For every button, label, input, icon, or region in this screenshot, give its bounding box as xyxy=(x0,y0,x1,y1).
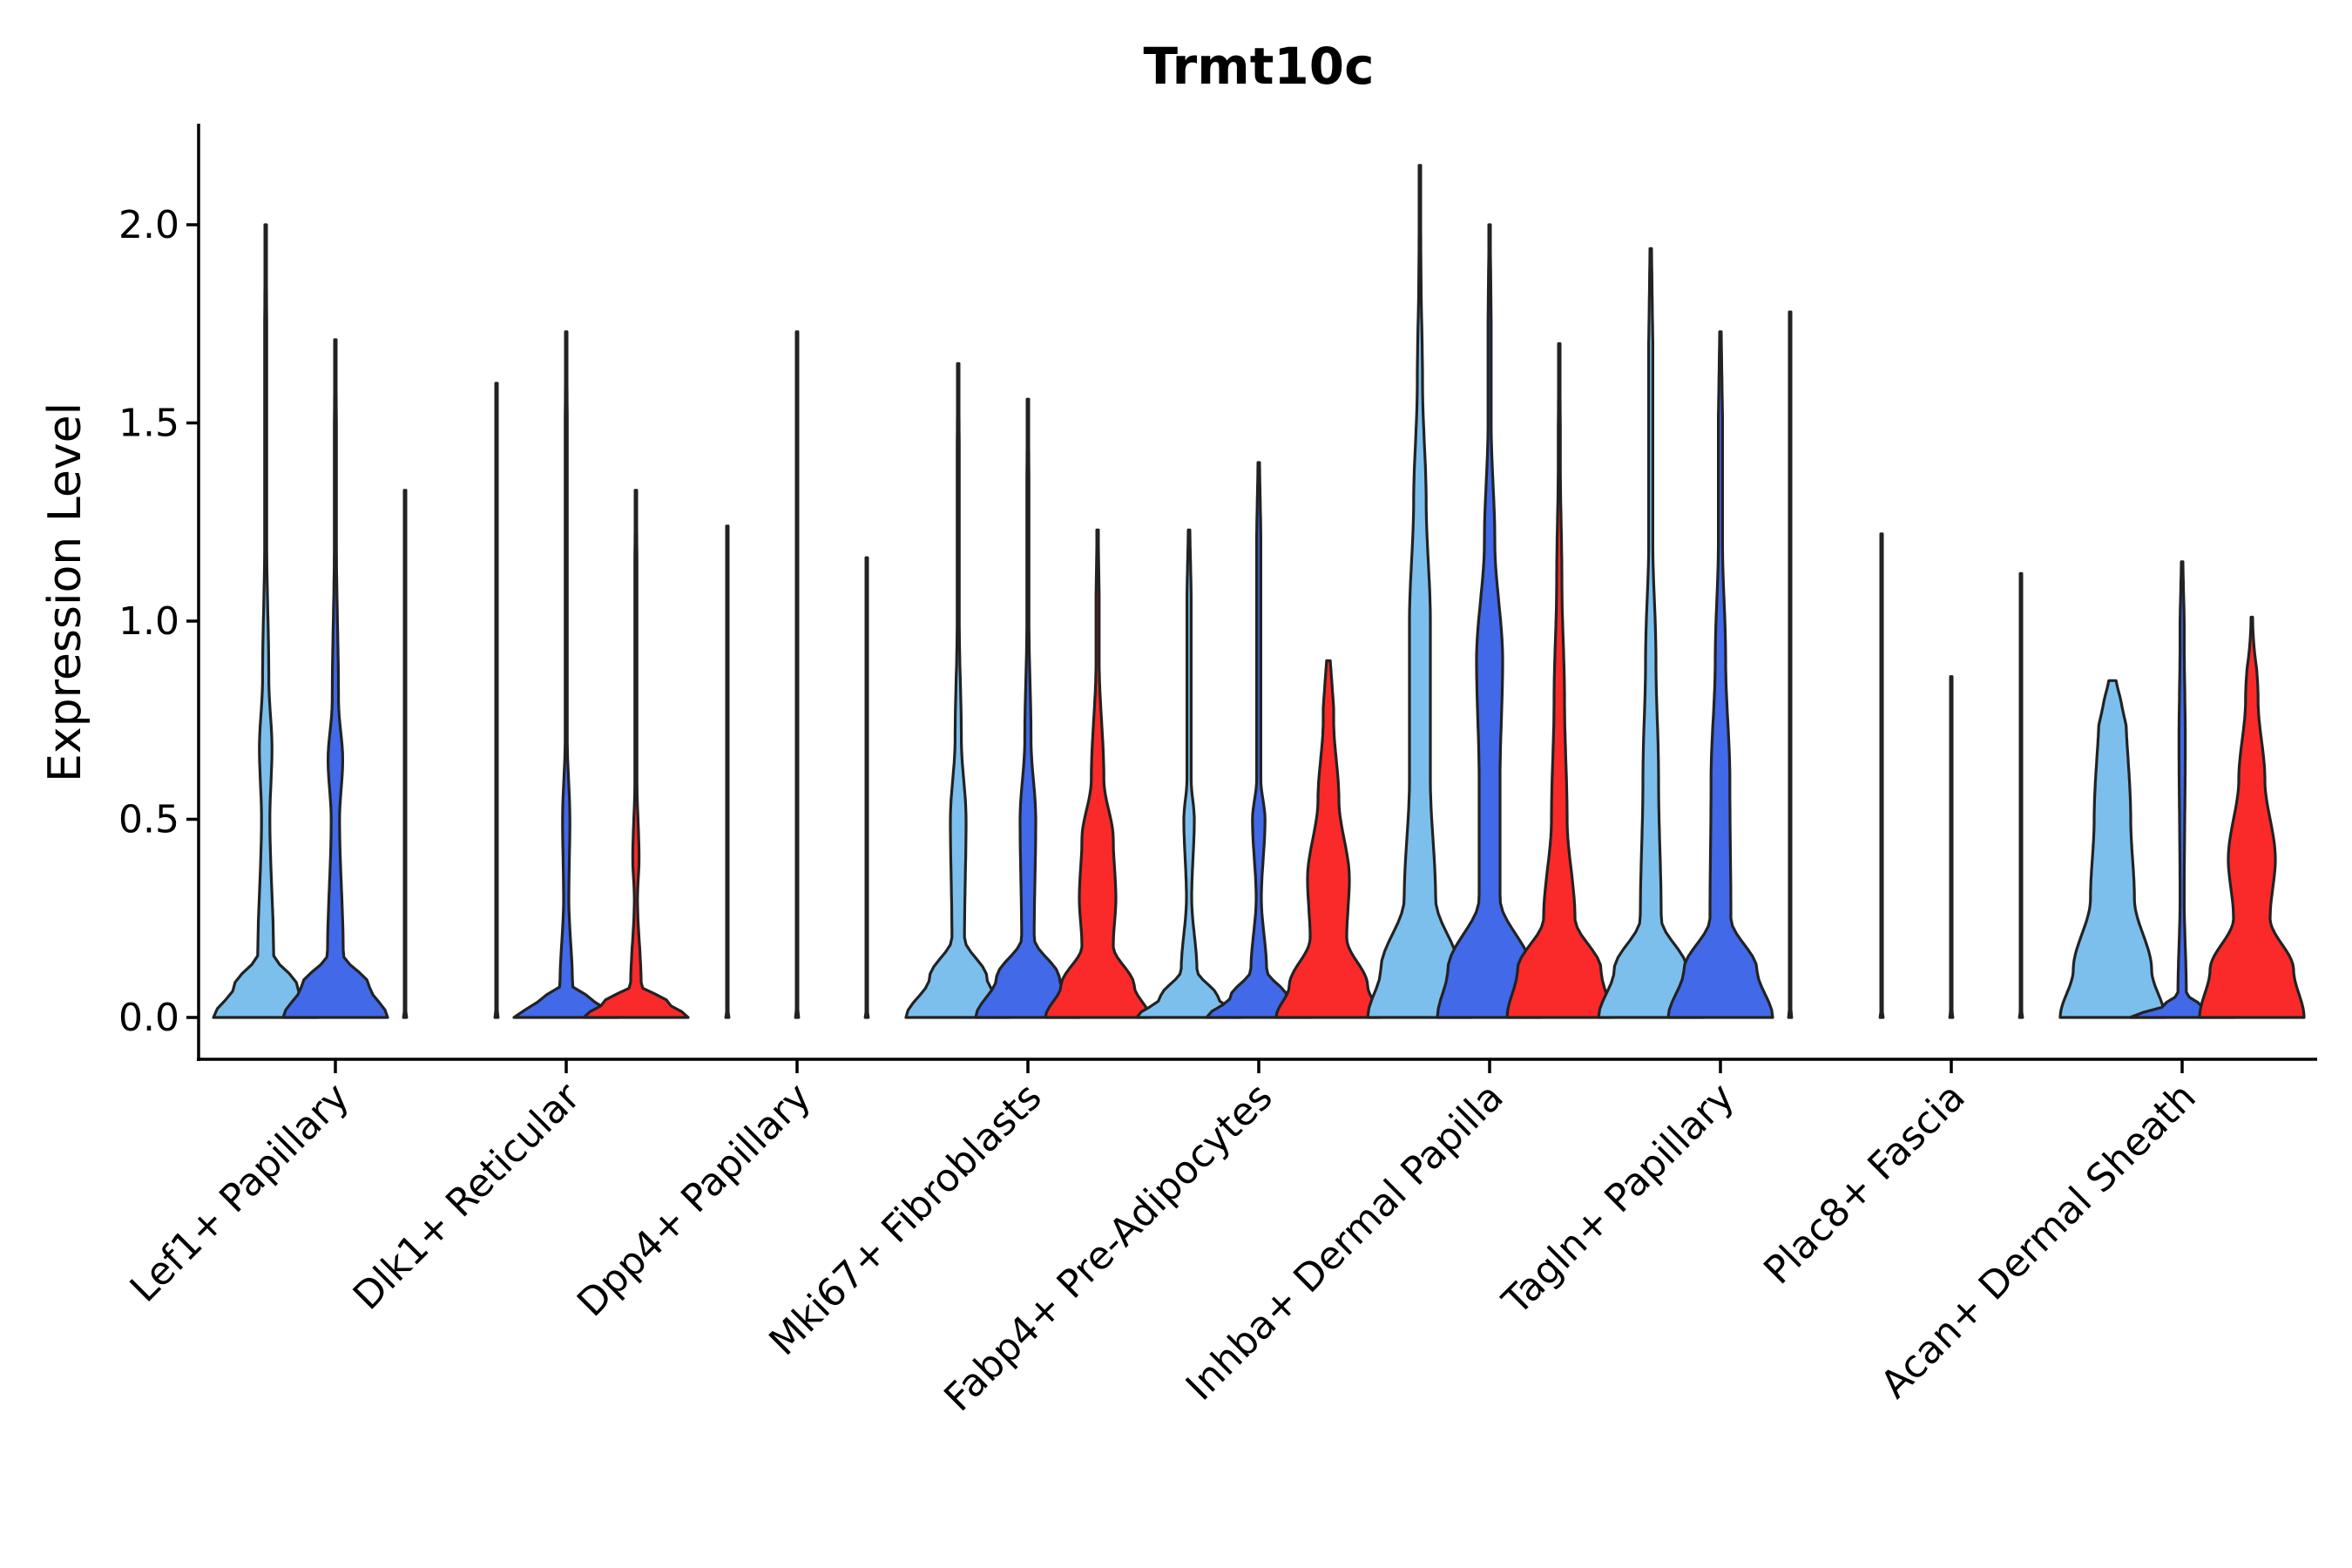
violin-2-3 xyxy=(974,397,1082,1019)
violin-body xyxy=(1366,164,1474,1019)
violin-2-4 xyxy=(1205,461,1313,1019)
violin-1-1 xyxy=(493,382,500,1019)
violin-1-8 xyxy=(2058,679,2166,1019)
violin-2-7 xyxy=(1948,675,1955,1019)
violin-1-7 xyxy=(1878,532,1885,1019)
violin-body xyxy=(281,338,389,1019)
y-tick-label: 1.0 xyxy=(118,599,179,644)
violin-body xyxy=(1044,528,1152,1019)
violin-body xyxy=(863,556,870,1019)
violin-body xyxy=(212,223,320,1019)
x-tick-label: Tagln+ Papillary xyxy=(1494,1075,1743,1324)
x-tick-label: Plac8+ Fascia xyxy=(1755,1075,1974,1294)
violin-2-1 xyxy=(512,330,620,1019)
chart-title: Trmt10c xyxy=(1143,37,1374,96)
y-ticks: 0.0 0.5 1.0 1.5 2.0 xyxy=(118,203,199,1040)
violin-body xyxy=(1787,310,1794,1019)
violin-1-2 xyxy=(724,524,731,1019)
violin-3-2 xyxy=(863,556,870,1019)
violin-body xyxy=(1205,461,1313,1019)
violin-body xyxy=(1135,528,1243,1019)
violin-2-8 xyxy=(2128,560,2236,1019)
violin-body xyxy=(974,397,1082,1019)
violin-body xyxy=(2017,571,2024,1019)
x-tick-label: Lef1+ Papillary xyxy=(122,1075,358,1311)
violin-3-8 xyxy=(2198,615,2306,1019)
violin-1-5 xyxy=(1366,164,1474,1019)
violin-body xyxy=(493,382,500,1019)
violin-2-5 xyxy=(1436,223,1544,1019)
violin-2-2 xyxy=(794,330,801,1019)
x-tick-label: Dpp4+ Papillary xyxy=(569,1075,820,1326)
violin-body xyxy=(512,330,620,1019)
violin-body xyxy=(1948,675,1955,1019)
violin-3-0 xyxy=(402,489,409,1019)
violins xyxy=(212,164,2306,1019)
violin-3-3 xyxy=(1044,528,1152,1019)
x-tick-label: Dlk1+ Reticular xyxy=(345,1074,590,1319)
violin-1-6 xyxy=(1597,247,1705,1019)
violin-1-3 xyxy=(904,362,1012,1019)
y-tick-label: 0.5 xyxy=(118,798,179,842)
violin-body xyxy=(1878,532,1885,1019)
violin-body xyxy=(904,362,1012,1019)
violin-3-7 xyxy=(2017,571,2024,1019)
y-axis-label: Expression Level xyxy=(39,402,91,782)
violin-2-6 xyxy=(1666,330,1774,1019)
violin-body xyxy=(1274,659,1382,1019)
violin-3-4 xyxy=(1274,659,1382,1019)
violin-3-1 xyxy=(582,489,690,1019)
violin-body xyxy=(1505,341,1613,1019)
violin-body xyxy=(794,330,801,1019)
violin-body xyxy=(1666,330,1774,1019)
violin-body xyxy=(2128,560,2236,1019)
y-tick-label: 1.5 xyxy=(118,402,179,446)
violin-body xyxy=(2058,679,2166,1019)
violin-1-4 xyxy=(1135,528,1243,1019)
violin-body xyxy=(1597,247,1705,1019)
violin-3-6 xyxy=(1787,310,1794,1019)
violin-body xyxy=(402,489,409,1019)
violin-body xyxy=(724,524,731,1019)
y-tick-label: 2.0 xyxy=(118,203,179,247)
violin-2-0 xyxy=(281,338,389,1019)
violin-body xyxy=(2198,615,2306,1019)
violin-1-0 xyxy=(212,223,320,1019)
violin-3-5 xyxy=(1505,341,1613,1019)
violin-body xyxy=(1436,223,1544,1019)
y-tick-label: 0.0 xyxy=(118,996,179,1040)
violin-body xyxy=(582,489,690,1019)
